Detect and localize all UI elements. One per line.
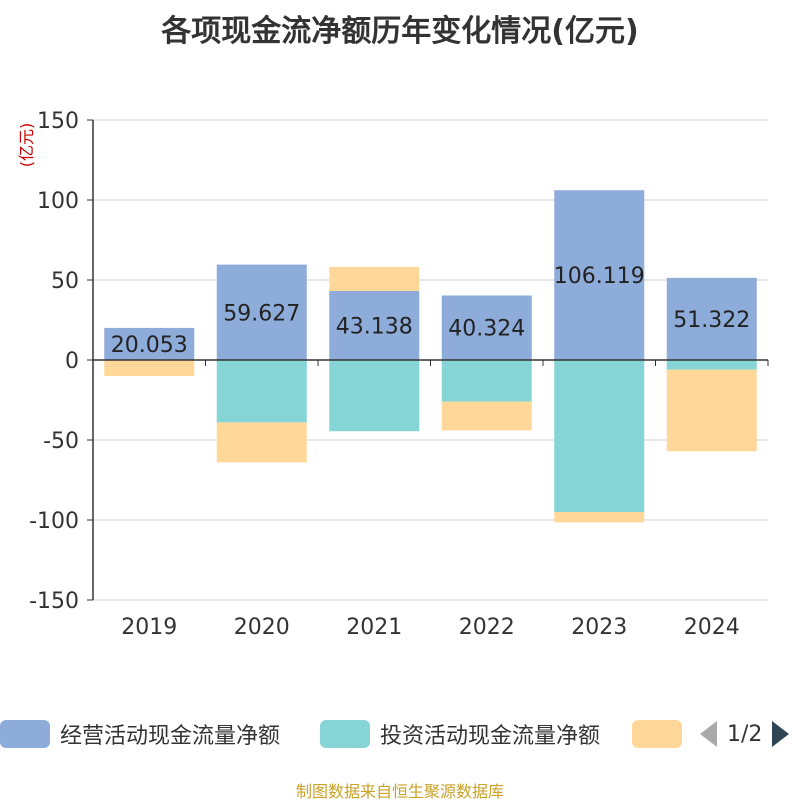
legend-item-investing[interactable]: 投资活动现金流量净额: [320, 716, 600, 752]
data-label: 40.324: [448, 317, 525, 342]
legend-item-operating[interactable]: 经营活动现金流量净额: [0, 716, 280, 752]
bar-series2-2023: [554, 512, 645, 523]
legend-item-financing[interactable]: [632, 716, 692, 752]
data-label: 59.627: [223, 301, 300, 326]
bar-series2-2022: [441, 401, 532, 431]
bar-series0-2019: [104, 327, 195, 360]
x-tick-label: 2019: [121, 615, 177, 640]
y-tick-label: -100: [29, 509, 79, 534]
x-tick-label: 2024: [684, 615, 740, 640]
bar-series2-2024: [666, 369, 757, 452]
chart-plot: (亿元) 150 100 50 0 -50 -100 -150 2019 2020 2021 202…: [17, 109, 769, 640]
bar-series2-2021: [329, 266, 420, 291]
bar-series2-2019: [104, 360, 195, 376]
legend-swatch-financing: [632, 720, 682, 748]
legend-next-page-icon[interactable]: [772, 721, 790, 747]
y-tick-label: -50: [43, 429, 79, 454]
y-tick-label: 100: [37, 189, 79, 214]
y-axis-label: (亿元): [17, 123, 36, 168]
legend-label-investing: 投资活动现金流量净额: [380, 724, 601, 749]
y-tick-label: 0: [65, 349, 79, 374]
legend-label-operating: 经营活动现金流量净额: [60, 724, 281, 749]
bar-series0-2021: [329, 290, 420, 360]
bar-series1-2020: [216, 360, 307, 423]
chart-title: 各项现金流净额历年变化情况(亿元): [161, 14, 639, 49]
x-tick-label: 2020: [234, 615, 290, 640]
bar-series1-2024: [666, 360, 757, 370]
data-label: 51.322: [673, 308, 750, 333]
bar-series1-2022: [441, 360, 532, 402]
bar-series2-2020: [216, 422, 307, 463]
bar-series1-2021: [329, 360, 420, 432]
bar-series0-2024: [666, 277, 757, 360]
legend-prev-page-icon[interactable]: [700, 721, 717, 747]
y-tick-label: 150: [37, 109, 79, 134]
bar-series0-2023: [554, 190, 645, 360]
data-source-note: 制图数据来自恒生聚源数据库: [295, 782, 504, 801]
legend-swatch-operating: [0, 720, 50, 748]
y-tick-label: -150: [29, 589, 79, 614]
bar-series1-2023: [554, 360, 645, 512]
x-tick-label: 2021: [346, 615, 402, 640]
bar-series0-2020: [216, 264, 307, 360]
legend-pager: 1/2: [700, 716, 790, 752]
legend-swatch-investing: [320, 720, 370, 748]
data-label: 20.053: [111, 333, 188, 358]
y-tick-label: 50: [51, 269, 79, 294]
bar-series0-2022: [441, 295, 532, 360]
data-label: 43.138: [336, 314, 413, 339]
legend: 经营活动现金流量净额 投资活动现金流量净额 1/2: [0, 716, 800, 756]
x-tick-label: 2022: [459, 615, 515, 640]
x-tick-label: 2023: [571, 615, 627, 640]
legend-page-indicator: 1/2: [727, 721, 763, 747]
data-label: 106.119: [554, 264, 645, 289]
